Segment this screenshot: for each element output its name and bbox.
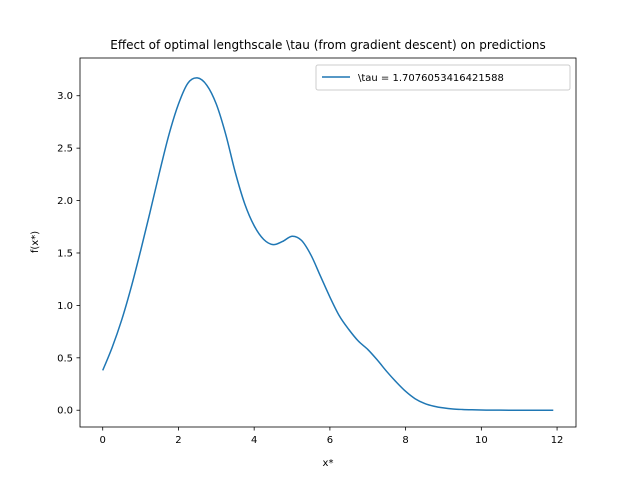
x-tick-label: 4 [251, 435, 257, 446]
y-tick-label: 1.0 [57, 301, 73, 312]
legend-frame [315, 64, 571, 91]
y-tick-label: 0.5 [57, 353, 73, 364]
series-line-0 [102, 77, 554, 411]
chart-title: Effect of optimal lengthscale \tau (from… [110, 38, 545, 52]
x-tick-label: 10 [475, 435, 488, 446]
y-tick-label: 0.0 [57, 406, 73, 417]
y-tick-label: 2.0 [57, 196, 73, 207]
x-tick-label: 12 [551, 435, 564, 446]
x-tick-label: 6 [327, 435, 333, 446]
x-tick-label: 8 [402, 435, 408, 446]
x-tick-label: 2 [175, 435, 181, 446]
legend-entry-label: \tau = 1.7076053416421588 [358, 73, 504, 84]
plot-area: 0 2 4 6 8 10 12 0.0 0.5 1.0 1.5 2.0 2.5 3.0 [57, 57, 577, 446]
axes-frame [79, 57, 577, 428]
x-axis-label: x* [323, 458, 334, 469]
y-tick-label: 3.0 [57, 91, 73, 102]
y-tick-label: 1.5 [57, 248, 73, 259]
y-axis-label: f(x*) [30, 231, 41, 253]
legend: \tau = 1.7076053416421588 [315, 64, 571, 91]
y-tick-label: 2.5 [57, 144, 73, 155]
x-tick-label: 0 [100, 435, 106, 446]
